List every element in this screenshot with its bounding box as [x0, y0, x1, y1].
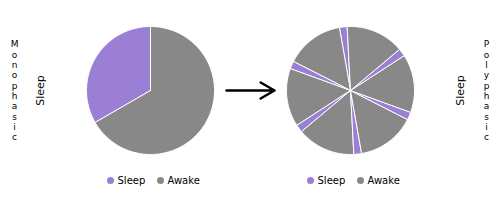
svg-text:Monophasic: Monophasic — [11, 39, 19, 142]
svg-text:Polyphasic: Polyphasic — [484, 39, 490, 142]
svg-text:Awake: Awake — [168, 175, 200, 186]
svg-text:Awake: Awake — [368, 175, 400, 186]
svg-text:Sleep: Sleep — [118, 175, 146, 186]
svg-text:Sleep: Sleep — [454, 75, 467, 106]
svg-text:Sleep: Sleep — [318, 175, 346, 186]
svg-text:Sleep: Sleep — [34, 75, 47, 106]
